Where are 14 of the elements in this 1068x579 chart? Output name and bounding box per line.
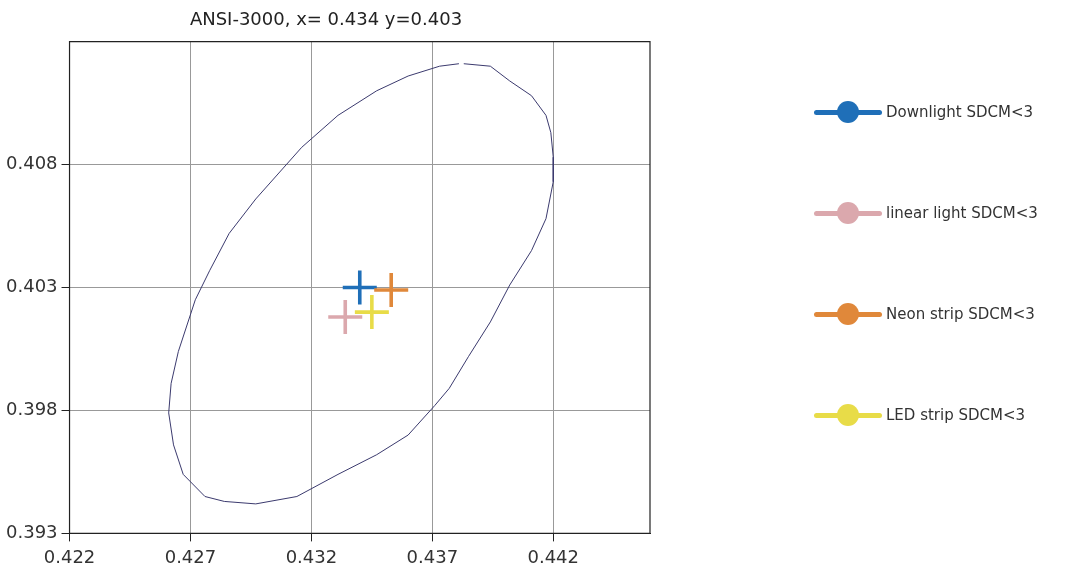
chart-title: ANSI-3000, x= 0.434 y=0.403: [189, 8, 463, 30]
legend-label: Downlight SDCM<3: [886, 103, 1034, 121]
x-tick-label: 0.437: [406, 545, 459, 567]
y-tick-label: 0.403: [6, 275, 58, 297]
x-tick-label: 0.427: [164, 545, 217, 567]
y-tick-label: 0.398: [6, 398, 58, 420]
x-tick-label: 0.422: [43, 545, 96, 567]
y-tick-label: 0.393: [6, 521, 58, 543]
x-tick-label: 0.432: [285, 545, 338, 567]
legend-label: Neon strip SDCM<3: [886, 305, 1035, 323]
y-tick-label: 0.408: [6, 152, 58, 174]
x-tick-label: 0.442: [527, 545, 580, 567]
legend-label: LED strip SDCM<3: [886, 406, 1026, 424]
legend-label: linear light SDCM<3: [886, 204, 1038, 222]
